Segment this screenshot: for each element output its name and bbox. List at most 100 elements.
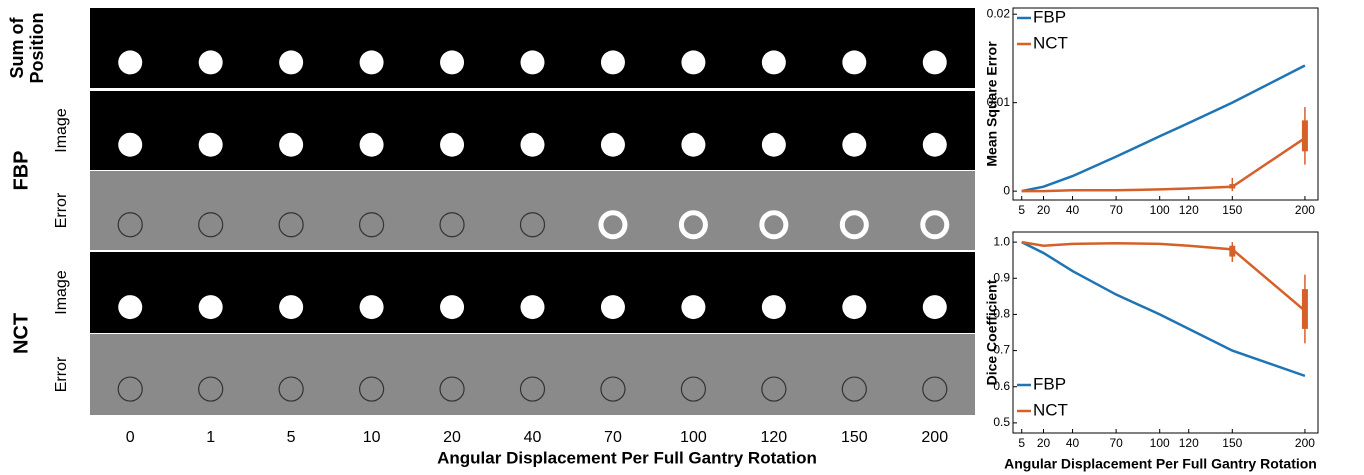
row-sub-label: Error [53,192,70,228]
legend-label: NCT [1033,400,1068,419]
x-tick-label: 150 [1222,203,1242,217]
object-blob [359,295,384,320]
y-tick-label: 0.7 [993,343,1010,357]
panel-row [90,334,975,415]
box [1229,184,1236,189]
error-ring [117,212,143,238]
error-ring [278,212,304,238]
legend-label: FBP [1033,374,1066,393]
error-ring [519,212,546,238]
legend-label: FBP [1033,7,1066,26]
object-blob [118,132,143,157]
panel-row [90,8,975,88]
x-tick-label: 70 [1109,436,1123,450]
panel-row [90,252,975,333]
column-label: 200 [921,429,948,446]
x-tick-label: 100 [1150,203,1170,217]
error-ring [198,376,224,402]
x-tick-label: 40 [1066,436,1080,450]
error-ring [439,376,465,402]
x-tick-label: 120 [1179,203,1199,217]
error-ring [358,212,385,238]
error-ring [761,376,787,402]
error-ring [600,376,626,402]
error-ring [839,210,869,240]
x-tick-label: 70 [1109,203,1123,217]
column-label: 70 [604,429,622,446]
object-blob [520,295,545,320]
error-ring [678,210,708,240]
series-line [1021,137,1306,193]
object-blob [279,50,304,75]
object-blob [440,50,465,75]
error-ring [117,376,143,402]
y-tick-label: 1.0 [993,234,1010,248]
error-ring [198,212,224,238]
object-blob [198,50,223,75]
x-tick-label: 5 [1018,203,1025,217]
y-tick-label: 0.9 [993,270,1010,284]
x-tick-label: 40 [1066,203,1080,217]
series-line [1021,240,1306,312]
object-blob [922,50,947,75]
row-group-label: Sum of [7,16,27,78]
row-sub-label: Image [53,108,70,153]
error-ring [439,212,465,238]
object-blob [520,132,545,157]
error-ring [598,210,628,240]
object-blob [279,295,304,320]
column-label: 120 [761,429,788,446]
object-blob [359,50,384,75]
column-label: 100 [680,429,707,446]
object-blob [600,50,625,75]
object-blob [600,132,625,157]
y-tick-label: 0.6 [993,379,1010,393]
error-ring [358,376,385,402]
x-tick-label: 5 [1018,436,1025,450]
error-ring [841,376,867,402]
series-line [1021,241,1306,378]
object-blob [922,132,947,157]
object-blob [198,132,223,157]
column-label: 1 [206,429,215,446]
column-label: 0 [126,429,135,446]
y-tick-label: 0 [1003,183,1010,197]
plot-frame [1012,7,1319,201]
x-tick-label: 120 [1179,436,1199,450]
y-tick-label: 0.5 [993,415,1010,429]
object-blob [761,50,786,75]
object-blob [842,295,867,320]
x-tick-label: 200 [1295,203,1315,217]
object-blob [842,50,867,75]
object-blob [279,132,304,157]
error-ring [922,376,948,402]
error-ring [519,376,546,402]
column-label: 20 [443,429,461,446]
x-axis-label: Angular Displacement Per Full Gantry Rot… [1004,456,1317,472]
x-tick-label: 150 [1222,436,1242,450]
panel-row [90,91,975,170]
column-label: 40 [524,429,542,446]
x-tick-label: 20 [1037,203,1051,217]
column-label: 150 [841,429,868,446]
error-ring [759,210,789,240]
y-tick-label: 0.8 [993,307,1010,321]
row-group-label: FBP [10,151,32,191]
error-ring [278,376,304,402]
row-sub-label: Image [53,270,70,315]
error-ring [920,210,950,240]
panel-row [90,171,975,250]
column-label: 5 [287,429,296,446]
object-blob [118,50,143,75]
x-tick-label: 200 [1295,436,1315,450]
object-blob [198,295,223,320]
y-tick-label: 0.01 [987,95,1011,109]
object-blob [118,295,143,320]
grid-x-label: Angular Displacement Per Full Gantry Rot… [437,448,817,467]
object-blob [520,50,545,75]
object-blob [842,132,867,157]
x-tick-label: 20 [1037,436,1051,450]
box [1301,289,1308,329]
legend-label: NCT [1033,33,1068,52]
